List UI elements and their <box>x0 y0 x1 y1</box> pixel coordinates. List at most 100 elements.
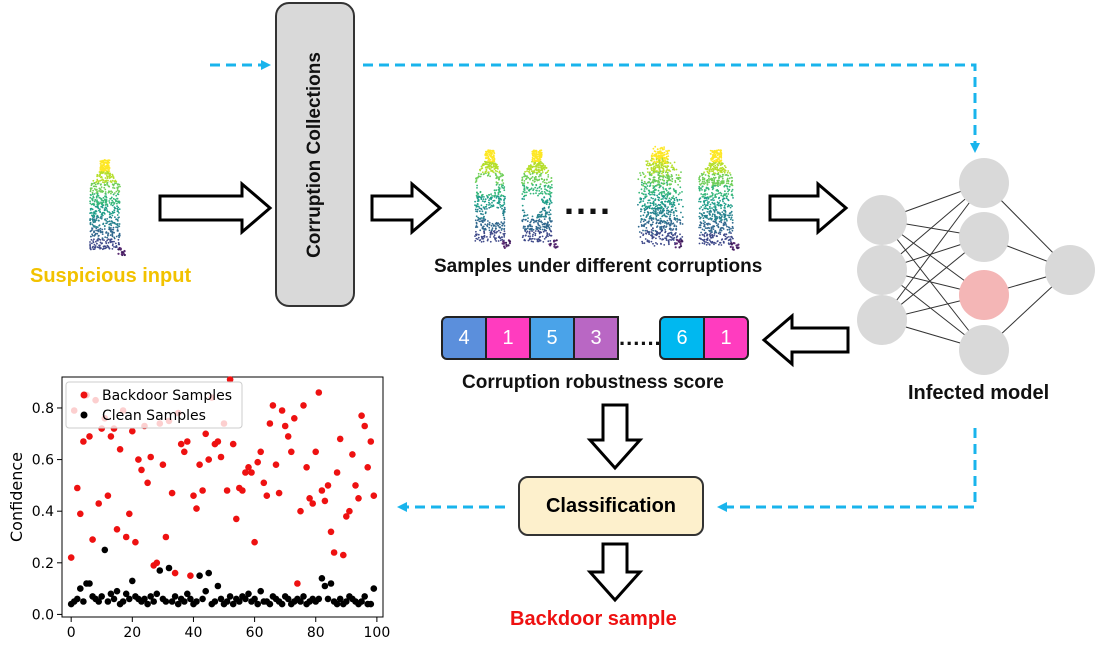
backdoor-point <box>86 433 93 440</box>
y-tick-label: 0.8 <box>32 401 54 417</box>
clean-point <box>321 582 329 590</box>
clean-point <box>278 600 286 608</box>
dashed-flow-arrows <box>210 60 980 512</box>
backdoor-point <box>260 479 268 487</box>
backdoor-point <box>104 492 112 500</box>
legend-label: Clean Samples <box>102 408 206 424</box>
backdoor-point <box>352 482 359 489</box>
chart-legend: Backdoor Samples Clean Samples <box>65 381 243 429</box>
network-edge <box>881 182 985 321</box>
clean-point <box>336 595 344 603</box>
backdoor-point <box>129 427 136 435</box>
score-cell: 3 <box>573 316 619 360</box>
x-tick-label: 0 <box>67 625 76 641</box>
backdoor-point <box>138 466 145 474</box>
classification-label: Classification <box>545 494 677 517</box>
backdoor-point <box>80 438 87 445</box>
point-cloud-samples <box>89 145 740 257</box>
clean-point <box>251 595 258 603</box>
clean-point <box>199 595 206 603</box>
backdoor-point <box>306 495 313 502</box>
legend-box <box>65 381 243 429</box>
clean-point <box>214 582 222 590</box>
clean-point <box>122 590 130 598</box>
clean-point <box>174 600 182 608</box>
legend-marker <box>80 391 88 399</box>
y-tick-label: 0.6 <box>32 453 54 469</box>
backdoor-point <box>233 515 240 523</box>
clean-point <box>245 590 252 598</box>
backdoor-point <box>144 479 151 487</box>
score-ellipsis: ...... <box>619 325 662 350</box>
score-to-classification-block-arrow <box>586 403 644 471</box>
clean-point <box>229 600 237 608</box>
clean-point <box>107 590 115 598</box>
clean-point <box>162 598 170 605</box>
backdoor-point <box>153 559 161 567</box>
clean-point <box>147 593 154 600</box>
robustness-score-row: 4 1 5 3 ...... 6 1 <box>441 315 749 361</box>
clean-point <box>101 546 109 554</box>
backdoor-point <box>333 469 341 476</box>
legend-marker <box>80 411 88 419</box>
clean-point <box>284 595 292 603</box>
backdoor-point <box>245 464 252 471</box>
corruption-to-samples-block-arrow <box>370 180 443 236</box>
backdoor-point <box>272 461 280 469</box>
clean-point <box>187 595 194 603</box>
backdoor-point <box>162 533 170 541</box>
backdoor-point <box>312 448 320 456</box>
clean-point <box>110 595 118 603</box>
backdoor-point <box>303 464 310 471</box>
clean-point <box>181 598 188 605</box>
backdoor-point <box>171 569 179 577</box>
clean-point <box>196 572 203 579</box>
backdoor-point <box>355 495 362 502</box>
y-axis-label: Confidence <box>7 452 26 542</box>
backdoor-point <box>309 500 317 507</box>
clean-point <box>358 598 365 605</box>
clean-point <box>74 595 81 603</box>
corruption-collections-box: Corruption Collections <box>275 2 355 307</box>
backdoor-point <box>193 505 200 512</box>
clean-point <box>153 590 161 598</box>
clean-point <box>193 598 200 605</box>
backdoor-point <box>269 402 277 409</box>
backdoor-point <box>281 422 289 430</box>
classification-box: Classification <box>518 476 704 536</box>
backdoor-point <box>248 469 255 476</box>
clean-point <box>95 598 102 605</box>
backdoor-point <box>275 489 283 497</box>
backdoor-point <box>340 551 347 559</box>
clean-point <box>144 600 151 608</box>
backdoor-point <box>132 538 139 546</box>
classification-to-backdoor-block-arrow <box>586 542 644 603</box>
backdoor-point <box>294 580 301 587</box>
clean-point <box>119 598 127 605</box>
clean-point <box>80 598 87 605</box>
clean-point <box>236 598 243 605</box>
x-tick-label: 20 <box>123 625 141 641</box>
backdoor-point <box>318 487 326 494</box>
corrupted-sample-holes <box>474 149 512 249</box>
clean-point <box>171 593 179 600</box>
infected-model-label: Infected model <box>908 382 1050 404</box>
backdoor-point <box>330 549 338 556</box>
clean-point <box>129 577 136 585</box>
backdoor-point <box>226 376 234 383</box>
neuron <box>857 295 907 345</box>
score-cell: 5 <box>529 316 575 360</box>
backdoor-point <box>364 464 372 471</box>
clean-point <box>113 587 121 595</box>
neuron <box>857 245 907 295</box>
clean-point <box>226 593 234 600</box>
backdoor-point <box>95 500 102 507</box>
backdoor-point <box>77 510 84 518</box>
x-tick-label: 100 <box>364 625 391 641</box>
backdoor-point <box>168 489 176 497</box>
backdoor-point <box>315 389 323 396</box>
legend-label: Backdoor Samples <box>102 388 232 404</box>
y-tick-label: 0.2 <box>32 556 54 572</box>
clean-point <box>315 595 323 603</box>
backdoor-point <box>190 492 197 500</box>
